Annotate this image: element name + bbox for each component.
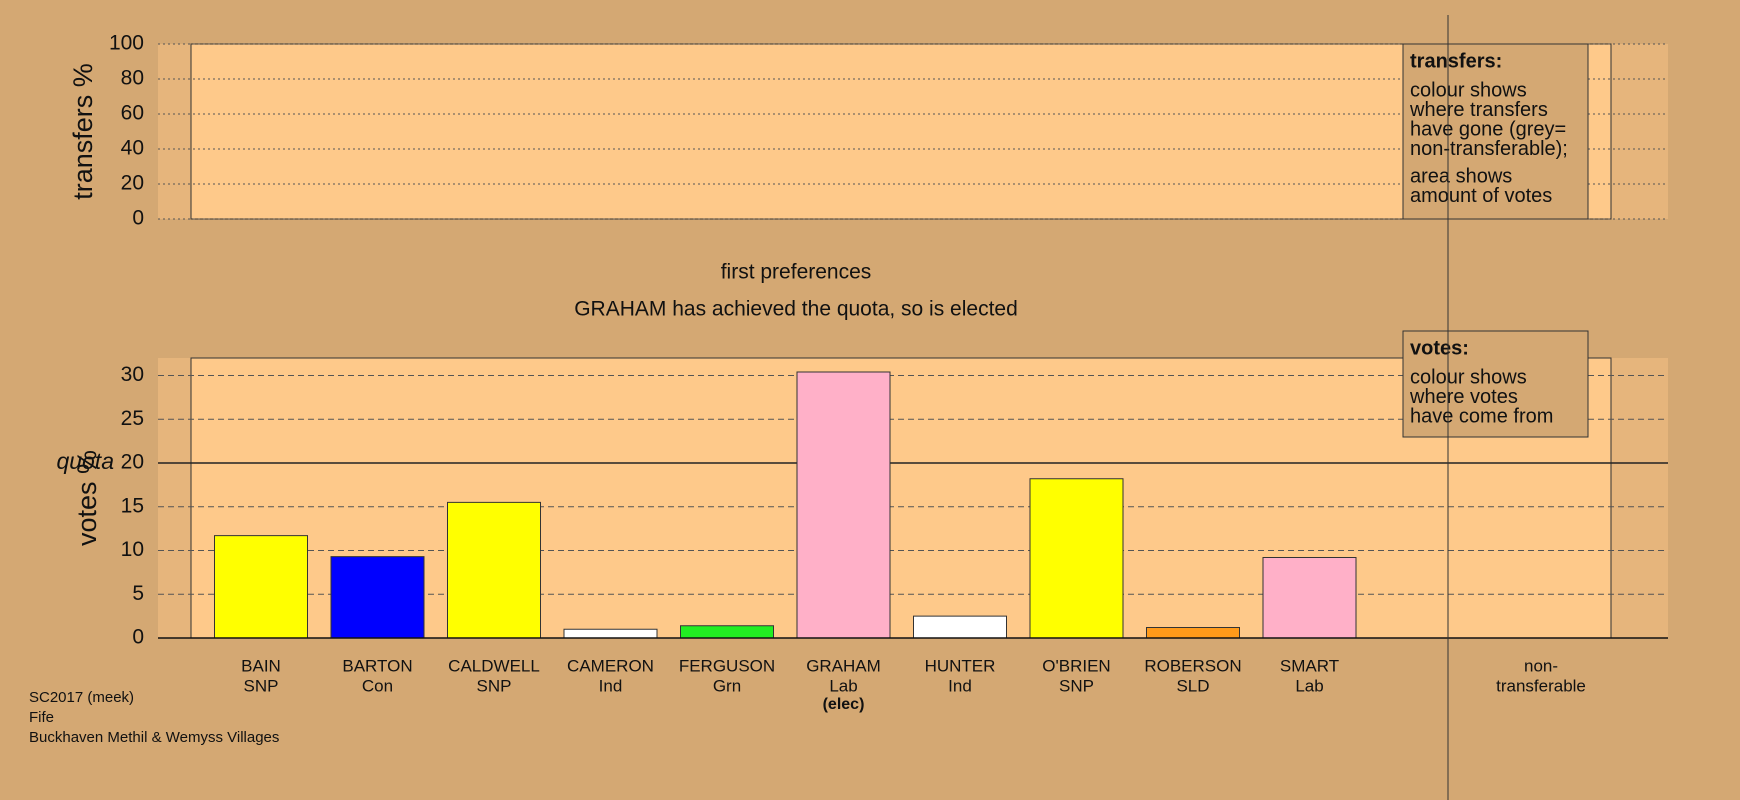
y-tick-label: 10 bbox=[121, 538, 144, 561]
plot-area bbox=[190, 357, 1612, 639]
y-tick-label: 5 bbox=[132, 582, 144, 605]
x-tick-label: FERGUSON bbox=[679, 656, 775, 675]
x-tick-label: CALDWELL bbox=[448, 656, 540, 675]
bar bbox=[1262, 557, 1357, 639]
chart-title: first preferences bbox=[721, 261, 872, 284]
quota-label: quota bbox=[56, 448, 114, 474]
party-label: SNP bbox=[477, 676, 512, 695]
footer-text: SC2017 (meek) bbox=[29, 689, 134, 706]
x-tick-label: GRAHAM bbox=[806, 656, 881, 675]
x-tick-label: ROBERSON bbox=[1144, 656, 1241, 675]
legend-text: have come from bbox=[1410, 405, 1553, 427]
bar bbox=[214, 535, 308, 639]
party-label: Ind bbox=[948, 676, 972, 695]
party-label: SNP bbox=[244, 676, 279, 695]
party-label: transferable bbox=[1496, 676, 1586, 695]
party-label: Con bbox=[362, 676, 393, 695]
x-tick-label: BAIN bbox=[241, 656, 281, 675]
legend-text: where transfers bbox=[1409, 99, 1548, 121]
bar bbox=[680, 625, 774, 639]
y-tick-label: 15 bbox=[121, 494, 144, 517]
bar bbox=[796, 371, 891, 639]
y-tick-label: 100 bbox=[109, 32, 144, 55]
y-tick-label: 20 bbox=[121, 172, 144, 195]
x-tick-label: O'BRIEN bbox=[1042, 656, 1110, 675]
chart-subtitle: GRAHAM has achieved the quota, so is ele… bbox=[574, 298, 1018, 321]
bar bbox=[330, 556, 425, 639]
x-tick-label: SMART bbox=[1280, 656, 1339, 675]
party-label: SLD bbox=[1176, 676, 1209, 695]
party-label: Ind bbox=[599, 676, 623, 695]
party-label: SNP bbox=[1059, 676, 1094, 695]
legend-title: transfers: bbox=[1410, 50, 1502, 72]
y-tick-label: 0 bbox=[132, 626, 144, 649]
y-axis-title: votes % bbox=[72, 450, 102, 546]
bar bbox=[1029, 478, 1124, 639]
x-tick-label: HUNTER bbox=[925, 656, 996, 675]
footer-text: Fife bbox=[29, 709, 54, 726]
party-label: Lab bbox=[1295, 676, 1323, 695]
legend-text: area shows bbox=[1410, 165, 1512, 187]
y-tick-label: 0 bbox=[132, 207, 144, 230]
bar bbox=[913, 615, 1007, 639]
y-tick-label: 80 bbox=[121, 67, 144, 90]
legend-text: amount of votes bbox=[1410, 185, 1552, 207]
legend-text: colour shows bbox=[1410, 366, 1527, 388]
y-tick-label: 40 bbox=[121, 137, 144, 160]
legend-text: non-transferable); bbox=[1410, 138, 1568, 160]
party-label: Lab bbox=[829, 676, 857, 695]
legend-box bbox=[1402, 43, 1589, 220]
y-tick-label: 30 bbox=[121, 363, 144, 386]
party-label: Grn bbox=[713, 676, 741, 695]
x-tick-label: CAMERON bbox=[567, 656, 654, 675]
legend-text: where votes bbox=[1409, 386, 1518, 408]
plot-area bbox=[190, 43, 1612, 220]
x-tick-label: BARTON bbox=[342, 656, 412, 675]
bar bbox=[447, 501, 541, 639]
legend-text: colour shows bbox=[1410, 79, 1527, 101]
y-tick-label: 20 bbox=[121, 451, 144, 474]
elected-note: (elec) bbox=[823, 696, 865, 713]
y-axis-title: transfers % bbox=[68, 63, 98, 200]
footer-text: Buckhaven Methil & Wemyss Villages bbox=[29, 729, 279, 746]
y-tick-label: 60 bbox=[121, 102, 144, 125]
legend-title: votes: bbox=[1410, 337, 1469, 359]
bar bbox=[1146, 627, 1240, 639]
legend-text: have gone (grey= bbox=[1410, 118, 1566, 140]
x-tick-label: non- bbox=[1524, 656, 1558, 675]
legend-box bbox=[1402, 330, 1589, 438]
y-tick-label: 25 bbox=[121, 407, 144, 430]
bar bbox=[563, 628, 658, 639]
